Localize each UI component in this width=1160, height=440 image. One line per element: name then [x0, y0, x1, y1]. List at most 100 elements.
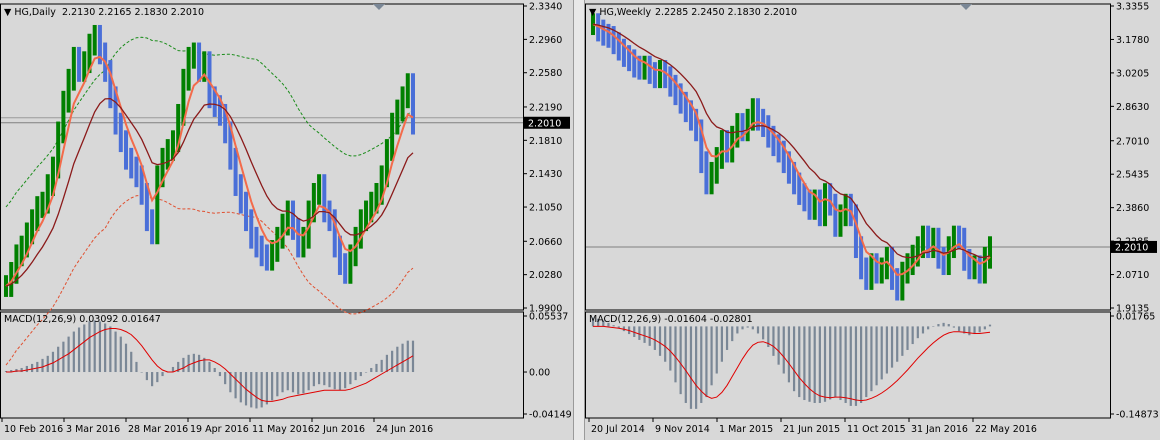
macd-histogram-bar: [638, 326, 641, 340]
price-bar: [673, 74, 678, 106]
price-tick-label: 2.0710: [1116, 270, 1149, 281]
macd-histogram-bar: [213, 367, 216, 373]
macd-tick-label: 0.05537: [529, 312, 568, 323]
price-bar: [212, 86, 217, 117]
price-bar: [781, 140, 786, 174]
price-bar: [704, 151, 709, 195]
price-bar: [19, 235, 24, 267]
macd-histogram-bar: [591, 317, 595, 327]
price-tick-label: 3.1780: [1116, 35, 1149, 46]
price-bar: [384, 139, 389, 188]
price-bar: [186, 46, 191, 91]
price-bar: [848, 193, 853, 227]
macd-histogram-bar: [829, 326, 832, 400]
weekly-header-symbol: ▼ HG,Weekly: [589, 7, 652, 18]
macd-histogram-bar: [114, 331, 117, 373]
macd-histogram-bar: [208, 361, 211, 373]
macd-histogram-bar: [679, 326, 682, 395]
macd-histogram-bar: [187, 354, 190, 373]
macd-histogram-bar: [916, 326, 919, 339]
macd-histogram-bar: [607, 322, 610, 327]
macd-histogram-bar: [844, 326, 847, 403]
macd-histogram-bar: [145, 372, 148, 381]
macd-histogram-bar: [854, 326, 858, 406]
price-bar: [900, 261, 905, 301]
macd-histogram-bar: [834, 326, 837, 398]
price-bar: [730, 125, 735, 163]
macd-histogram-bar: [762, 326, 765, 340]
price-bar: [118, 112, 123, 153]
price-bar: [709, 161, 714, 195]
macd-histogram-bar: [83, 324, 86, 373]
price-bar: [920, 225, 925, 259]
macd-histogram-bar: [612, 325, 615, 327]
price-bar: [348, 244, 353, 284]
time-tick-label: 22 May 2016: [975, 424, 1037, 435]
price-bar: [905, 253, 910, 284]
macd-histogram-bar: [380, 359, 383, 373]
price-bar: [45, 174, 50, 214]
macd-histogram-bar: [119, 336, 122, 373]
price-bar: [745, 108, 750, 142]
price-bar: [97, 24, 102, 65]
price-bar: [395, 99, 400, 135]
macd-histogram-bar: [338, 372, 342, 391]
price-tick-label: 2.1050: [529, 203, 562, 214]
macd-histogram-bar: [302, 372, 305, 394]
price-bar: [337, 235, 342, 275]
price-bar: [364, 200, 369, 232]
macd-histogram-bar: [197, 354, 201, 373]
macd-histogram-bar: [792, 326, 796, 392]
price-tick-label: 2.2580: [529, 68, 562, 79]
time-tick-label: 2 Jun 2016: [314, 424, 365, 435]
price-bar: [632, 49, 637, 78]
macd-histogram-bar: [359, 372, 362, 377]
weekly-chart-panel[interactable]: 3.3355 3.1780 3.0205 2.8630 2.7010 2.5435 2.38…: [585, 0, 1160, 440]
chart-splitter[interactable]: [573, 0, 585, 440]
price-bar: [714, 147, 719, 184]
macd-histogram-bar: [890, 326, 894, 368]
macd-histogram-bar: [782, 326, 785, 374]
macd-histogram-bar: [25, 365, 28, 373]
price-tick-label: 2.1430: [529, 169, 562, 180]
chart-shift-marker-icon[interactable]: [960, 4, 972, 10]
macd-histogram-bar: [963, 326, 966, 334]
price-bar: [915, 236, 920, 267]
price-tick-label: 2.5435: [1116, 170, 1149, 181]
price-bar: [233, 147, 238, 196]
macd-histogram-bar: [715, 326, 718, 374]
price-bar: [290, 200, 295, 240]
macd-histogram-bar: [72, 331, 75, 373]
macd-histogram-bar: [798, 326, 801, 398]
price-bar: [191, 42, 196, 69]
macd-histogram-bar: [684, 326, 687, 403]
price-tick-label: 2.2190: [529, 102, 562, 113]
price-bar: [678, 83, 683, 114]
price-bar: [306, 200, 311, 249]
macd-histogram-bar: [88, 321, 91, 373]
price-tick-label: 2.0660: [529, 237, 562, 248]
price-bar: [301, 226, 306, 258]
macd-histogram-bar: [597, 318, 600, 327]
price-bar: [228, 121, 233, 170]
price-bar: [957, 225, 962, 250]
macd-histogram-bar: [281, 372, 284, 393]
macd-histogram-bar: [803, 326, 806, 401]
macd-signal-line: [593, 325, 991, 402]
macd-histogram-bar: [391, 350, 394, 373]
daily-chart-panel[interactable]: 2.3340 2.2960 2.2580 2.2190 2.1810 2.1430 2.10…: [0, 0, 573, 440]
macd-histogram-bar: [875, 326, 878, 386]
price-bar: [967, 249, 972, 280]
price-bar: [601, 19, 606, 46]
macd-histogram-bar: [885, 326, 888, 374]
price-bar: [296, 218, 301, 258]
macd-histogram-bar: [36, 361, 39, 373]
macd-histogram-bar: [291, 372, 295, 393]
price-bar: [647, 55, 652, 84]
current-price-marker: [1111, 240, 1157, 253]
price-bar: [699, 119, 704, 174]
price-bar: [797, 172, 802, 205]
price-bar: [792, 161, 797, 195]
price-bar: [936, 227, 941, 269]
chart-shift-marker-icon[interactable]: [373, 4, 385, 10]
